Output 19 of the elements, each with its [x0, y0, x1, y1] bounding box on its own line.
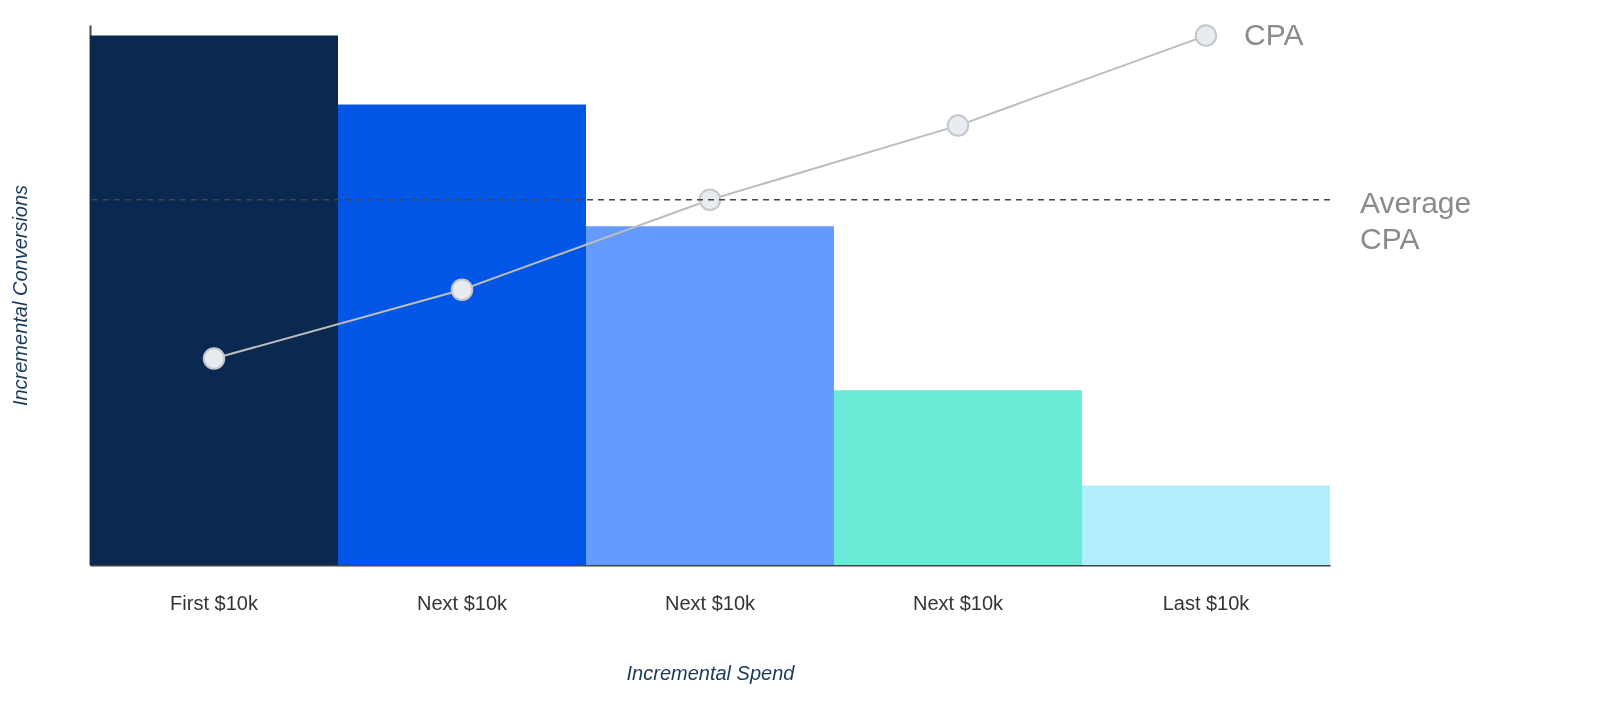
bar [1082, 485, 1330, 565]
x-tick-label: Next $10k [664, 591, 757, 614]
point [202, 347, 226, 370]
series-label: CPA [1244, 17, 1304, 51]
bar [338, 104, 586, 565]
x-tick-label: Next $10k [912, 591, 1005, 614]
x-tick-label: Last $10k [1162, 591, 1251, 614]
x-tick-label: First $10k [170, 591, 259, 614]
point [1194, 24, 1218, 47]
x-axis-title: Incremental Spend [626, 661, 796, 684]
bar [90, 35, 338, 565]
point [946, 114, 970, 137]
point [698, 188, 722, 211]
bar [834, 390, 1082, 565]
bar [586, 226, 834, 565]
point [450, 278, 474, 301]
x-tick-label: Next $10k [416, 591, 509, 614]
y-axis-title: Incremental Conversions [8, 184, 31, 407]
ref-line-label: Average CPA [1360, 185, 1472, 255]
